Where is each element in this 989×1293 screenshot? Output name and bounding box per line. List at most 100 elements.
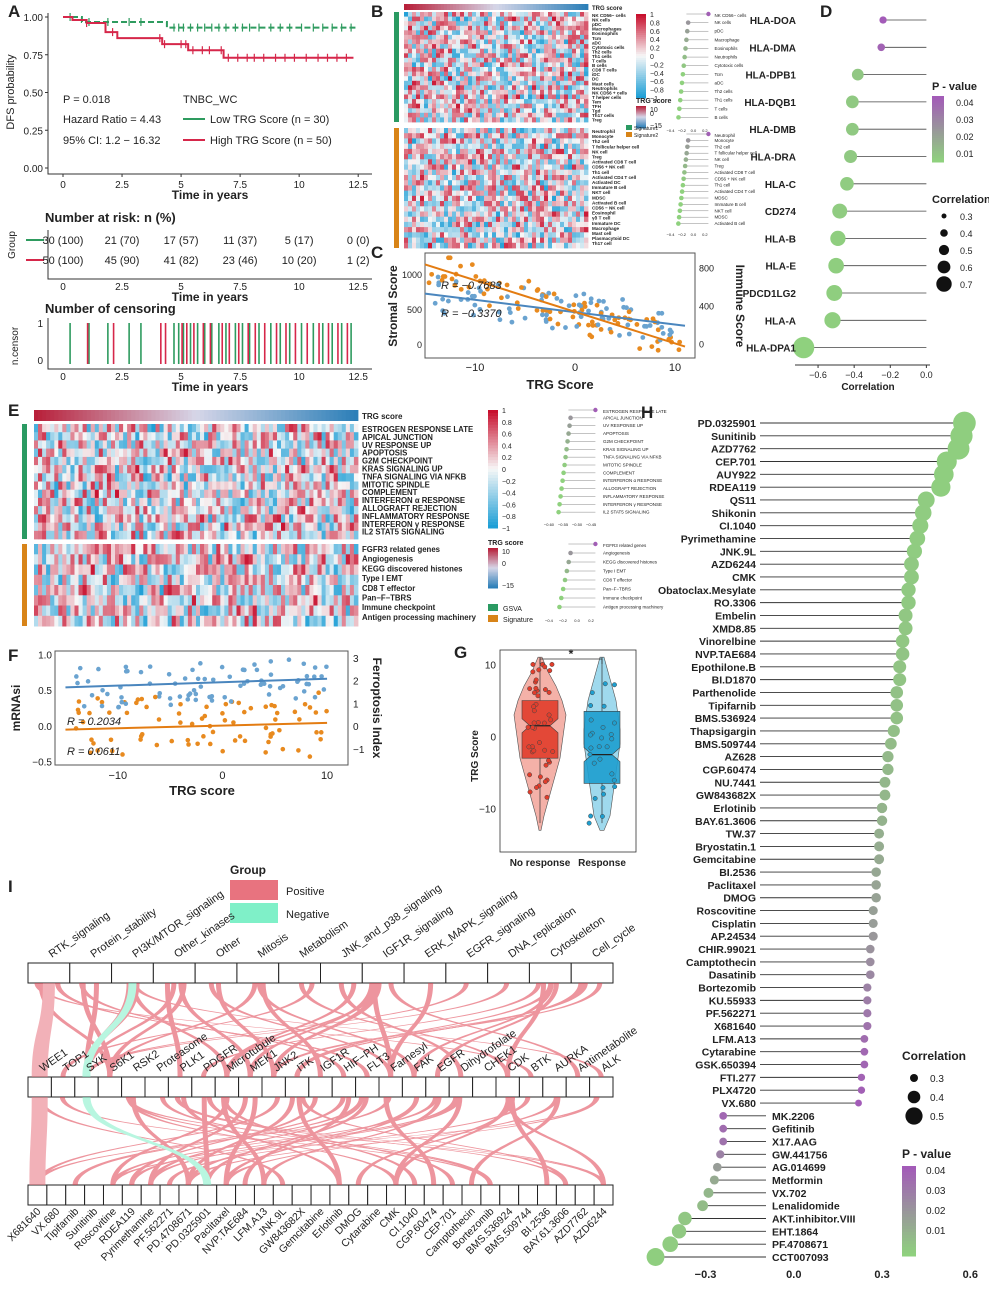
heat-cell: [297, 605, 302, 617]
heat-cell: [460, 154, 465, 160]
b-row-label: T follicular helper cell: [592, 144, 639, 149]
mini-item: INFLAMMATORY RESPONSE: [603, 494, 664, 499]
heat-cell: [516, 80, 521, 86]
heat-cell: [452, 133, 457, 139]
heat-cell: [329, 554, 335, 565]
c-point-stromal: [436, 282, 442, 288]
heat-cell: [204, 514, 209, 523]
heat-cell: [568, 21, 573, 27]
heat-cell: [404, 39, 409, 45]
heat-cell: [456, 67, 461, 72]
heat-cell: [208, 605, 213, 617]
heat-cell: [540, 159, 545, 165]
heat-cell: [277, 473, 282, 482]
heat-cell: [325, 432, 331, 441]
trg-bar-cell: [200, 410, 205, 421]
heat-cell: [175, 481, 181, 491]
heat-cell: [408, 25, 413, 31]
heat-cell: [580, 16, 585, 22]
heat-cell: [155, 605, 160, 617]
heat-cell: [50, 481, 55, 491]
heat-cell: [532, 138, 537, 144]
heat-cell: [412, 206, 417, 212]
heat-cell: [111, 615, 116, 627]
heat-cell: [516, 76, 521, 82]
trg-bar-cell: [301, 410, 306, 421]
trg-legend-gradient: [636, 109, 646, 111]
heat-cell: [544, 30, 549, 36]
heat-cell: [528, 206, 533, 212]
heat-cell: [412, 53, 417, 59]
heat-cell: [500, 53, 505, 59]
mini-item: Pan−F−TBRS: [603, 587, 631, 592]
km-legend-item: Low TRG Score (n = 30): [210, 114, 329, 126]
heat-cell: [187, 522, 193, 532]
heat-cell: [536, 242, 541, 249]
heat-cell: [480, 175, 485, 181]
heat-cell: [484, 133, 489, 139]
heat-cell: [528, 99, 533, 105]
heat-cell: [187, 514, 193, 523]
mini-item: aDC: [715, 80, 725, 85]
heat-cell: [264, 432, 270, 441]
heat-cell: [58, 554, 63, 565]
heat-cell: [252, 432, 258, 441]
heat-cell: [448, 211, 453, 218]
heat-cell: [264, 615, 270, 627]
heat-cell: [428, 30, 433, 36]
heat-cell: [548, 227, 553, 233]
heat-cell: [147, 497, 152, 507]
heat-cell: [576, 99, 581, 105]
heat-cell: [564, 76, 569, 82]
heat-cell: [325, 574, 331, 586]
c-point-immune: [473, 274, 479, 279]
mini-x-tick: 0.2: [702, 128, 708, 133]
heat-cell: [520, 211, 525, 218]
trg-bar-cell: [228, 410, 233, 421]
heat-cell: [580, 85, 585, 91]
legend-gradient: [636, 62, 646, 65]
heat-cell: [297, 473, 302, 482]
heat-cell: [436, 169, 441, 176]
heat-cell: [232, 481, 237, 491]
heat-cell: [74, 481, 79, 491]
heat-cell: [428, 71, 433, 77]
heat-cell: [496, 195, 501, 202]
heat-cell: [560, 48, 565, 54]
heat-cell: [564, 30, 569, 36]
heat-cell: [111, 489, 116, 499]
heat-cell: [131, 506, 136, 515]
c-point-immune: [515, 306, 521, 311]
heat-cell: [536, 221, 541, 228]
heat-cell: [452, 159, 457, 165]
heat-cell: [82, 440, 88, 449]
heat-cell: [452, 128, 457, 134]
d-dot: [851, 68, 864, 81]
heat-cell: [548, 180, 553, 186]
d-pval-tick: 0.04: [956, 98, 974, 108]
d-pval-gradient: [932, 122, 944, 126]
heat-cell: [86, 585, 92, 596]
heat-cell: [155, 432, 160, 441]
heat-cell: [111, 544, 116, 555]
heat-cell: [548, 195, 553, 202]
heat-cell: [448, 175, 453, 181]
mini-dot: [676, 221, 681, 226]
heat-cell: [408, 44, 413, 50]
heat-cell: [155, 530, 160, 540]
c-point-stromal: [509, 319, 515, 325]
heat-cell: [484, 12, 489, 17]
heat-cell: [268, 514, 274, 523]
heat-cell: [440, 216, 445, 223]
heat-cell: [333, 481, 339, 491]
heat-cell: [196, 554, 201, 565]
heat-cell: [488, 237, 493, 244]
heat-cell: [62, 530, 67, 540]
heat-cell: [248, 506, 254, 515]
heat-cell: [98, 465, 104, 474]
heat-cell: [208, 440, 213, 449]
heat-cell: [412, 44, 417, 50]
heat-cell: [317, 424, 322, 433]
heat-cell: [448, 12, 453, 17]
heat-cell: [452, 117, 457, 123]
